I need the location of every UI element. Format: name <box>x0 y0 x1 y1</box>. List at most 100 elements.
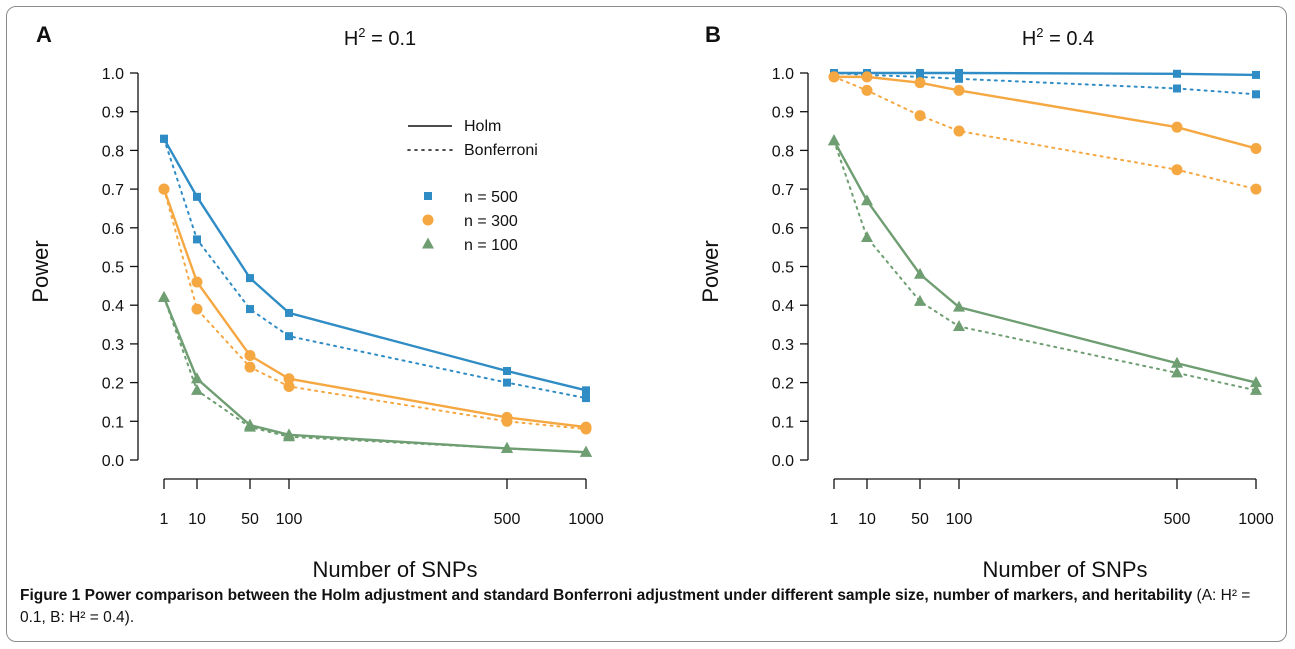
y-tick-label: 0.5 <box>772 260 794 277</box>
data-point-square <box>246 274 254 283</box>
data-point-triangle <box>501 441 513 453</box>
y-tick-label: 0.0 <box>772 453 794 470</box>
data-point-triangle <box>580 445 592 457</box>
x-tick-label: 50 <box>911 511 929 528</box>
data-point-circle <box>283 373 295 385</box>
data-point-triangle <box>244 420 256 432</box>
panel-letter: A <box>36 22 52 47</box>
series-line-n100-holm <box>832 140 1257 384</box>
data-point-triangle <box>158 290 170 302</box>
chart-panel-b: B 0.0 0.1 0.2 0.3 0.4 0.5 0.6 0.7 0.8 0.9 1.0 Power 1… <box>698 22 1274 582</box>
x-tick-label: 1 <box>830 511 839 528</box>
data-point-circle <box>828 71 840 83</box>
y-tick-label: 1.0 <box>102 66 124 83</box>
data-point-square <box>1173 84 1181 93</box>
data-point-square <box>503 366 511 375</box>
data-point-triangle <box>191 372 203 384</box>
data-point-square <box>193 235 201 244</box>
y-tick-label: 0.8 <box>772 143 794 160</box>
x-tick-label: 10 <box>858 511 876 528</box>
data-point-triangle <box>1250 376 1262 388</box>
data-point-square <box>1252 70 1260 79</box>
data-point-circle <box>914 110 926 122</box>
data-point-circle <box>953 84 965 96</box>
series-line-n500-bonferroni <box>163 137 587 400</box>
data-point-triangle <box>953 319 965 331</box>
y-tick-label: 0.2 <box>772 376 794 393</box>
data-point-circle <box>580 423 592 435</box>
data-point-circle <box>191 276 203 288</box>
series-line-n300-holm <box>162 188 587 429</box>
y-tick-label: 0.5 <box>102 260 124 277</box>
legend-label: n = 500 <box>464 189 518 206</box>
series-line-n500-holm <box>162 138 587 392</box>
data-point-square <box>285 308 293 317</box>
y-tick-label: 1.0 <box>772 66 794 83</box>
series-line-n300-bonferroni <box>833 75 1257 191</box>
legend-label: n = 300 <box>464 213 518 230</box>
x-tick-label: 1000 <box>568 511 604 528</box>
y-tick-label: 0.1 <box>772 414 794 431</box>
data-point-circle <box>244 361 256 373</box>
data-point-square <box>955 69 963 77</box>
legend-triangle-marker <box>422 237 434 249</box>
y-tick-label: 0.1 <box>102 414 124 431</box>
data-point-circle <box>244 350 256 362</box>
legend-label: Holm <box>464 118 501 135</box>
x-axis-title: Number of SNPs <box>312 557 477 582</box>
data-point-triangle <box>914 294 926 306</box>
y-tick-label: 0.2 <box>102 376 124 393</box>
data-point-square <box>160 134 168 143</box>
series-line-n500-holm <box>834 71 1257 77</box>
data-point-triangle <box>283 430 295 442</box>
x-tick-label: 10 <box>188 511 206 528</box>
series-line-n300-holm <box>834 75 1257 150</box>
y-tick-label: 0.4 <box>772 298 794 315</box>
series-line-n100-bonferroni <box>833 139 1257 392</box>
series-line-n500-bonferroni <box>833 72 1257 96</box>
x-tick-label: 100 <box>946 511 973 528</box>
panel-title: H2 = 0.1 <box>344 25 416 50</box>
data-point-circle <box>914 77 926 89</box>
y-tick-label: 0.9 <box>772 105 794 122</box>
data-point-circle <box>1171 121 1183 133</box>
data-point-circle <box>1250 183 1262 195</box>
data-point-triangle <box>1250 383 1262 395</box>
data-point-triangle <box>861 230 873 242</box>
data-point-circle <box>861 71 873 83</box>
x-tick-label: 1000 <box>1238 511 1274 528</box>
y-tick-label: 0.3 <box>772 337 794 354</box>
caption-title: Power comparison between the Holm adjust… <box>84 587 1193 604</box>
data-point-square <box>1252 90 1260 99</box>
data-point-square <box>1173 69 1181 78</box>
data-point-square <box>916 72 924 81</box>
data-point-square <box>246 305 254 314</box>
data-point-circle <box>1171 164 1183 176</box>
x-tick-label: 100 <box>276 511 303 528</box>
caption-label: Figure 1 <box>20 587 81 604</box>
data-point-triangle <box>1171 366 1183 378</box>
data-point-circle <box>861 84 873 96</box>
x-tick-label: 500 <box>1164 511 1191 528</box>
x-axis-title: Number of SNPs <box>982 557 1147 582</box>
data-point-square <box>193 192 201 201</box>
legend-label: n = 100 <box>464 237 518 254</box>
data-point-circle <box>158 183 170 195</box>
data-point-square <box>582 394 590 403</box>
data-point-circle <box>283 380 295 392</box>
legend: Holm Bonferroni n = 500 n = 300 n = 100 <box>407 118 538 254</box>
legend-square-marker <box>424 192 432 200</box>
panel-letter: B <box>705 22 721 47</box>
y-axis-title: Power <box>28 240 53 302</box>
data-point-triangle <box>861 194 873 206</box>
x-tick-label: 50 <box>241 511 259 528</box>
data-point-triangle <box>191 383 203 395</box>
y-tick-label: 0.6 <box>102 221 124 238</box>
figure-caption: Figure 1 Power comparison between the Ho… <box>20 585 1275 629</box>
legend-circle-marker <box>422 214 434 226</box>
x-tick-label: 500 <box>494 511 521 528</box>
legend-label: Bonferroni <box>464 142 538 159</box>
y-tick-label: 0.4 <box>102 298 124 315</box>
y-tick-label: 0.0 <box>102 453 124 470</box>
panel-title: H2 = 0.4 <box>1022 25 1094 50</box>
